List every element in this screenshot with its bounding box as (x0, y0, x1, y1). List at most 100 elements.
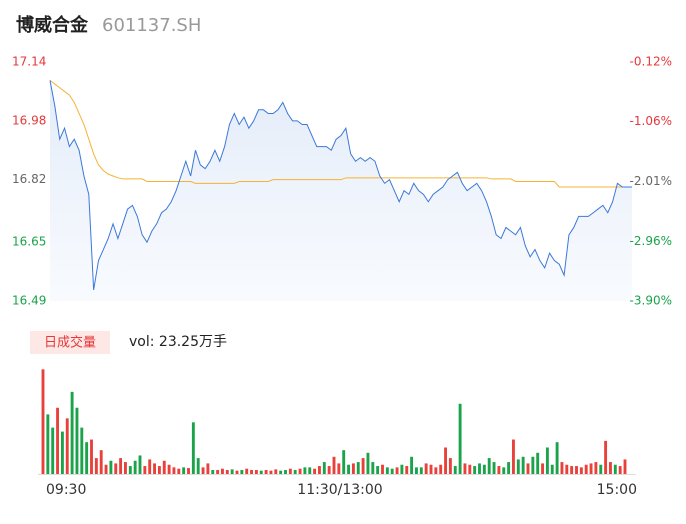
volume-bar (376, 466, 380, 474)
volume-bar (492, 462, 496, 474)
volume-bar (109, 460, 113, 474)
volume-bar (206, 463, 210, 474)
volume-bar (327, 466, 331, 474)
volume-bar (448, 458, 452, 474)
volume-bar (313, 468, 317, 474)
volume-bar (51, 427, 55, 474)
volume-bar (172, 467, 176, 474)
volume-bar (560, 462, 564, 474)
y2-tick-label: -2.01% (630, 174, 672, 188)
volume-bar (424, 463, 428, 474)
volume-bar (521, 456, 525, 474)
volume-legend-box (30, 331, 110, 354)
volume-bar (70, 391, 74, 474)
volume-bar (143, 466, 147, 474)
y-tick-label: 17.14 (12, 55, 46, 69)
volume-bar (90, 439, 93, 474)
y2-tick-label: -1.06% (630, 114, 672, 128)
volume-bar (531, 456, 535, 474)
volume-bar (65, 418, 69, 474)
volume-bar (347, 464, 350, 474)
volume-bar (371, 462, 375, 474)
volume-bar (85, 442, 89, 474)
volume-bar (211, 470, 215, 474)
volume-bar (104, 464, 108, 474)
volume-bar (332, 456, 336, 474)
y-tick-label: 16.65 (12, 235, 46, 249)
volume-bar (182, 467, 186, 474)
volume-bar (613, 464, 617, 474)
volume-bar (468, 464, 472, 474)
x-tick-label: 11:30/13:00 (297, 482, 382, 498)
volume-bar (162, 460, 166, 474)
volume-bar (119, 458, 123, 474)
volume-bar (250, 470, 253, 474)
volume-bar (356, 462, 360, 474)
y2-tick-label: -3.90% (630, 294, 672, 308)
volume-bar (46, 414, 50, 474)
y2-tick-label: -2.96% (630, 234, 672, 248)
volume-bar (458, 403, 462, 474)
y-tick-label: 16.49 (12, 294, 46, 308)
volume-bar (366, 452, 370, 474)
volume-bar (148, 459, 152, 474)
volume-bar (167, 464, 171, 474)
volume-bar (400, 464, 404, 474)
volume-bar (444, 447, 447, 474)
volume-bar (385, 467, 389, 474)
volume-bar (507, 462, 511, 474)
volume-bar (545, 447, 549, 474)
volume-bar (259, 470, 263, 474)
volume-legend: 日成交量 (44, 335, 96, 351)
volume-bar (254, 470, 258, 474)
stock-code: 601137.SH (102, 15, 201, 36)
volume-bar (99, 450, 103, 474)
volume-bar (293, 470, 297, 474)
volume-bar (550, 464, 554, 474)
volume-bar (303, 467, 307, 474)
stock-name: 博威合金 (16, 14, 89, 36)
volume-bar (201, 467, 205, 474)
volume-bar (230, 469, 234, 474)
volume-bar (473, 466, 477, 474)
volume-bar (478, 463, 481, 474)
volume-bar (342, 450, 346, 474)
volume-bar (337, 463, 341, 474)
volume-bar (463, 463, 467, 474)
volume-bar (536, 452, 540, 474)
volume-bar (318, 466, 321, 474)
volume-bar (298, 468, 302, 474)
volume-bar (497, 466, 501, 474)
y2-tick-label: -0.12% (630, 55, 672, 69)
volume-bar (395, 467, 399, 474)
volume-bar (381, 464, 384, 474)
volume-bar (487, 458, 491, 474)
volume-bar (570, 466, 574, 474)
volume-summary: vol: 23.25万手 (129, 334, 227, 350)
average-line (49, 79, 632, 188)
volume-bar (269, 470, 273, 474)
volume-bar (279, 470, 283, 474)
price-area (50, 80, 632, 301)
volume-bar (114, 463, 118, 474)
volume-bar (80, 427, 84, 474)
volume-bar (133, 460, 137, 474)
volume-bar (390, 468, 394, 474)
volume-bar (565, 464, 569, 474)
volume-bar (225, 470, 229, 474)
volume-bar (41, 369, 45, 474)
volume-bar (584, 464, 588, 474)
price-line (49, 80, 632, 291)
volume-bar (618, 466, 622, 474)
volume-bar (235, 470, 239, 474)
volume-bar (351, 463, 355, 474)
volume-bar (623, 459, 627, 474)
volume-bar (153, 463, 156, 474)
volume-bar (594, 462, 598, 474)
volume-bar (526, 463, 530, 474)
y-tick-label: 16.82 (12, 172, 46, 186)
x-tick-label: 15:00 (597, 482, 637, 498)
volume-bar (439, 464, 443, 474)
volume-bar (245, 468, 249, 474)
